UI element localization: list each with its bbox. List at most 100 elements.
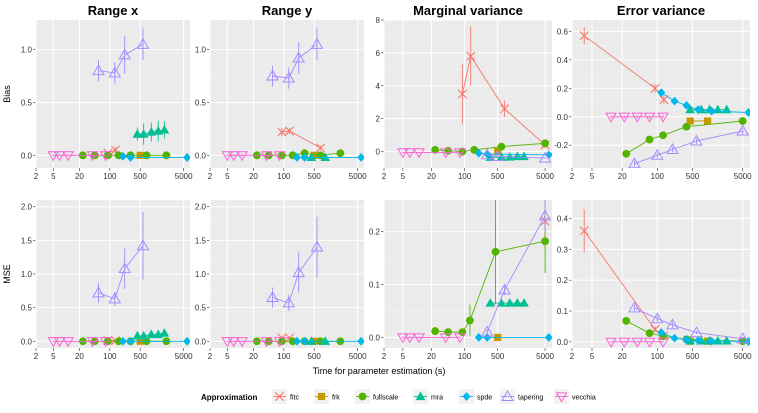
data-point-fullscale xyxy=(431,327,440,335)
data-point-tapering xyxy=(292,266,306,278)
legend-key-marker-fitc-stroke-b xyxy=(274,391,285,402)
legend-title: Approximation xyxy=(201,393,258,402)
series-line-tapering xyxy=(272,246,318,304)
x-tick-label: 500 xyxy=(491,172,505,181)
y-tick-label: 2.0 xyxy=(195,203,207,212)
legend-key-marker-frk xyxy=(317,392,326,401)
data-point-spde xyxy=(474,333,483,342)
data-point-mra xyxy=(519,298,529,307)
y-tick-label: 2 xyxy=(376,115,381,124)
y-tick-label: 0.0 xyxy=(21,337,33,346)
x-tick-label: 500 xyxy=(308,172,322,181)
legend-label-tapering: tapering xyxy=(518,395,543,402)
data-point-vecchia xyxy=(396,148,409,159)
row-label-bias: Bias xyxy=(2,85,12,103)
x-tick-label: 500 xyxy=(686,172,700,181)
legend-item-fitc: fitc xyxy=(272,389,299,404)
series-vecchia xyxy=(396,148,466,159)
data-point-vecchia xyxy=(227,337,240,348)
data-point-fitc-stroke-b xyxy=(284,333,295,343)
x-tick-label: 5000 xyxy=(734,352,752,361)
y-tick-label: 0.2 xyxy=(557,276,569,285)
data-point-fitc-stroke-b xyxy=(579,226,589,236)
data-point-spde xyxy=(126,153,135,162)
data-point-vecchia xyxy=(454,148,466,159)
data-point-vecchia xyxy=(403,333,416,344)
data-point-tapering xyxy=(92,286,105,298)
data-point-vecchia xyxy=(413,333,425,344)
data-point-fitc xyxy=(500,104,510,114)
data-point-vecchia xyxy=(643,337,656,348)
data-point-fullscale xyxy=(497,142,506,151)
x-tick-label: 2 xyxy=(570,172,575,181)
data-point-spde xyxy=(707,336,716,346)
panel-marginal-variance-bias: 0 2 4 6 8 2 5 20 100 500 5000 xyxy=(376,16,555,181)
x-tick-label: 2 xyxy=(382,352,387,361)
panel-error-variance-mse: 0.0 0.1 0.2 0.3 0.4 2 5 20 100 500 5000 xyxy=(557,200,752,361)
column-title-range-y: Range y xyxy=(262,3,313,18)
data-point-mra xyxy=(132,330,143,340)
data-point-vecchia xyxy=(62,337,75,348)
data-point-vecchia xyxy=(439,333,452,344)
panel-range-y-mse-plot-area xyxy=(221,216,364,348)
series-spde xyxy=(657,88,750,117)
data-point-mra xyxy=(519,151,529,161)
legend-label-mra: mra xyxy=(431,395,443,402)
y-tick-label: 4 xyxy=(376,82,381,91)
x-tick-label: 100 xyxy=(651,352,665,361)
x-tick-label: 5 xyxy=(51,172,56,181)
data-point-fitc-stroke-b xyxy=(466,51,476,61)
panel-range-y-bias: 0.0 0.5 1.0 2 5 20 100 500 5000 xyxy=(195,20,367,181)
series-tapering xyxy=(92,28,150,84)
data-point-vecchia xyxy=(413,148,425,159)
data-point-spde xyxy=(682,100,691,110)
data-point-frk xyxy=(310,151,318,159)
x-tick-label: 20 xyxy=(75,172,84,181)
y-tick-label: 0.5 xyxy=(195,98,207,107)
data-point-fitc xyxy=(315,143,326,153)
data-point-vecchia xyxy=(631,337,644,348)
data-point-spde xyxy=(694,336,703,345)
x-tick-label: 2 xyxy=(570,352,575,361)
legend-label-frk: frk xyxy=(332,395,340,402)
panel-range-y-bias-plot-area xyxy=(221,28,364,162)
data-point-fullscale xyxy=(541,139,549,148)
data-point-fullscale xyxy=(491,247,500,256)
legend-key-marker-spde xyxy=(462,392,471,401)
data-point-tapering xyxy=(108,292,122,304)
y-tick-label: 0.4 xyxy=(557,56,569,65)
y-tick-label: 0 xyxy=(376,148,381,157)
data-point-spde xyxy=(707,106,716,116)
data-point-fullscale xyxy=(682,122,691,131)
data-point-vecchia xyxy=(631,112,644,123)
x-tick-label: 5000 xyxy=(734,172,752,181)
data-point-fullscale xyxy=(431,146,440,154)
data-point-tapering xyxy=(282,71,296,83)
x-tick-label: 5000 xyxy=(349,352,367,361)
data-point-tapering xyxy=(118,48,132,60)
panel-error-variance-bias-plot-area xyxy=(579,27,750,168)
data-point-vecchia xyxy=(47,151,60,162)
data-point-mra xyxy=(306,152,317,162)
series-vecchia xyxy=(396,333,466,344)
data-point-vecchia xyxy=(605,337,617,348)
legend-item-tapering: tapering xyxy=(500,389,543,404)
data-point-fitc-stroke-b xyxy=(659,95,669,105)
y-tick-label: 1.0 xyxy=(195,270,207,279)
data-point-spde xyxy=(126,336,135,346)
y-tick-label: 0.0 xyxy=(195,337,207,346)
x-tick-label: 500 xyxy=(308,352,322,361)
series-frk xyxy=(686,117,712,125)
x-tick-label: 2 xyxy=(208,352,213,361)
data-point-tapering xyxy=(480,325,494,337)
data-point-mra xyxy=(146,127,157,136)
data-point-fullscale xyxy=(622,316,631,325)
legend-label-vecchia: vecchia xyxy=(572,395,596,402)
panel-range-x-bias-background xyxy=(36,20,190,168)
data-point-spde xyxy=(483,333,492,342)
data-point-spde xyxy=(657,328,666,337)
data-point-tapering xyxy=(92,64,105,76)
series-vecchia xyxy=(605,337,669,348)
y-tick-label: 0.0 xyxy=(195,151,207,160)
data-point-vecchia xyxy=(657,112,669,123)
